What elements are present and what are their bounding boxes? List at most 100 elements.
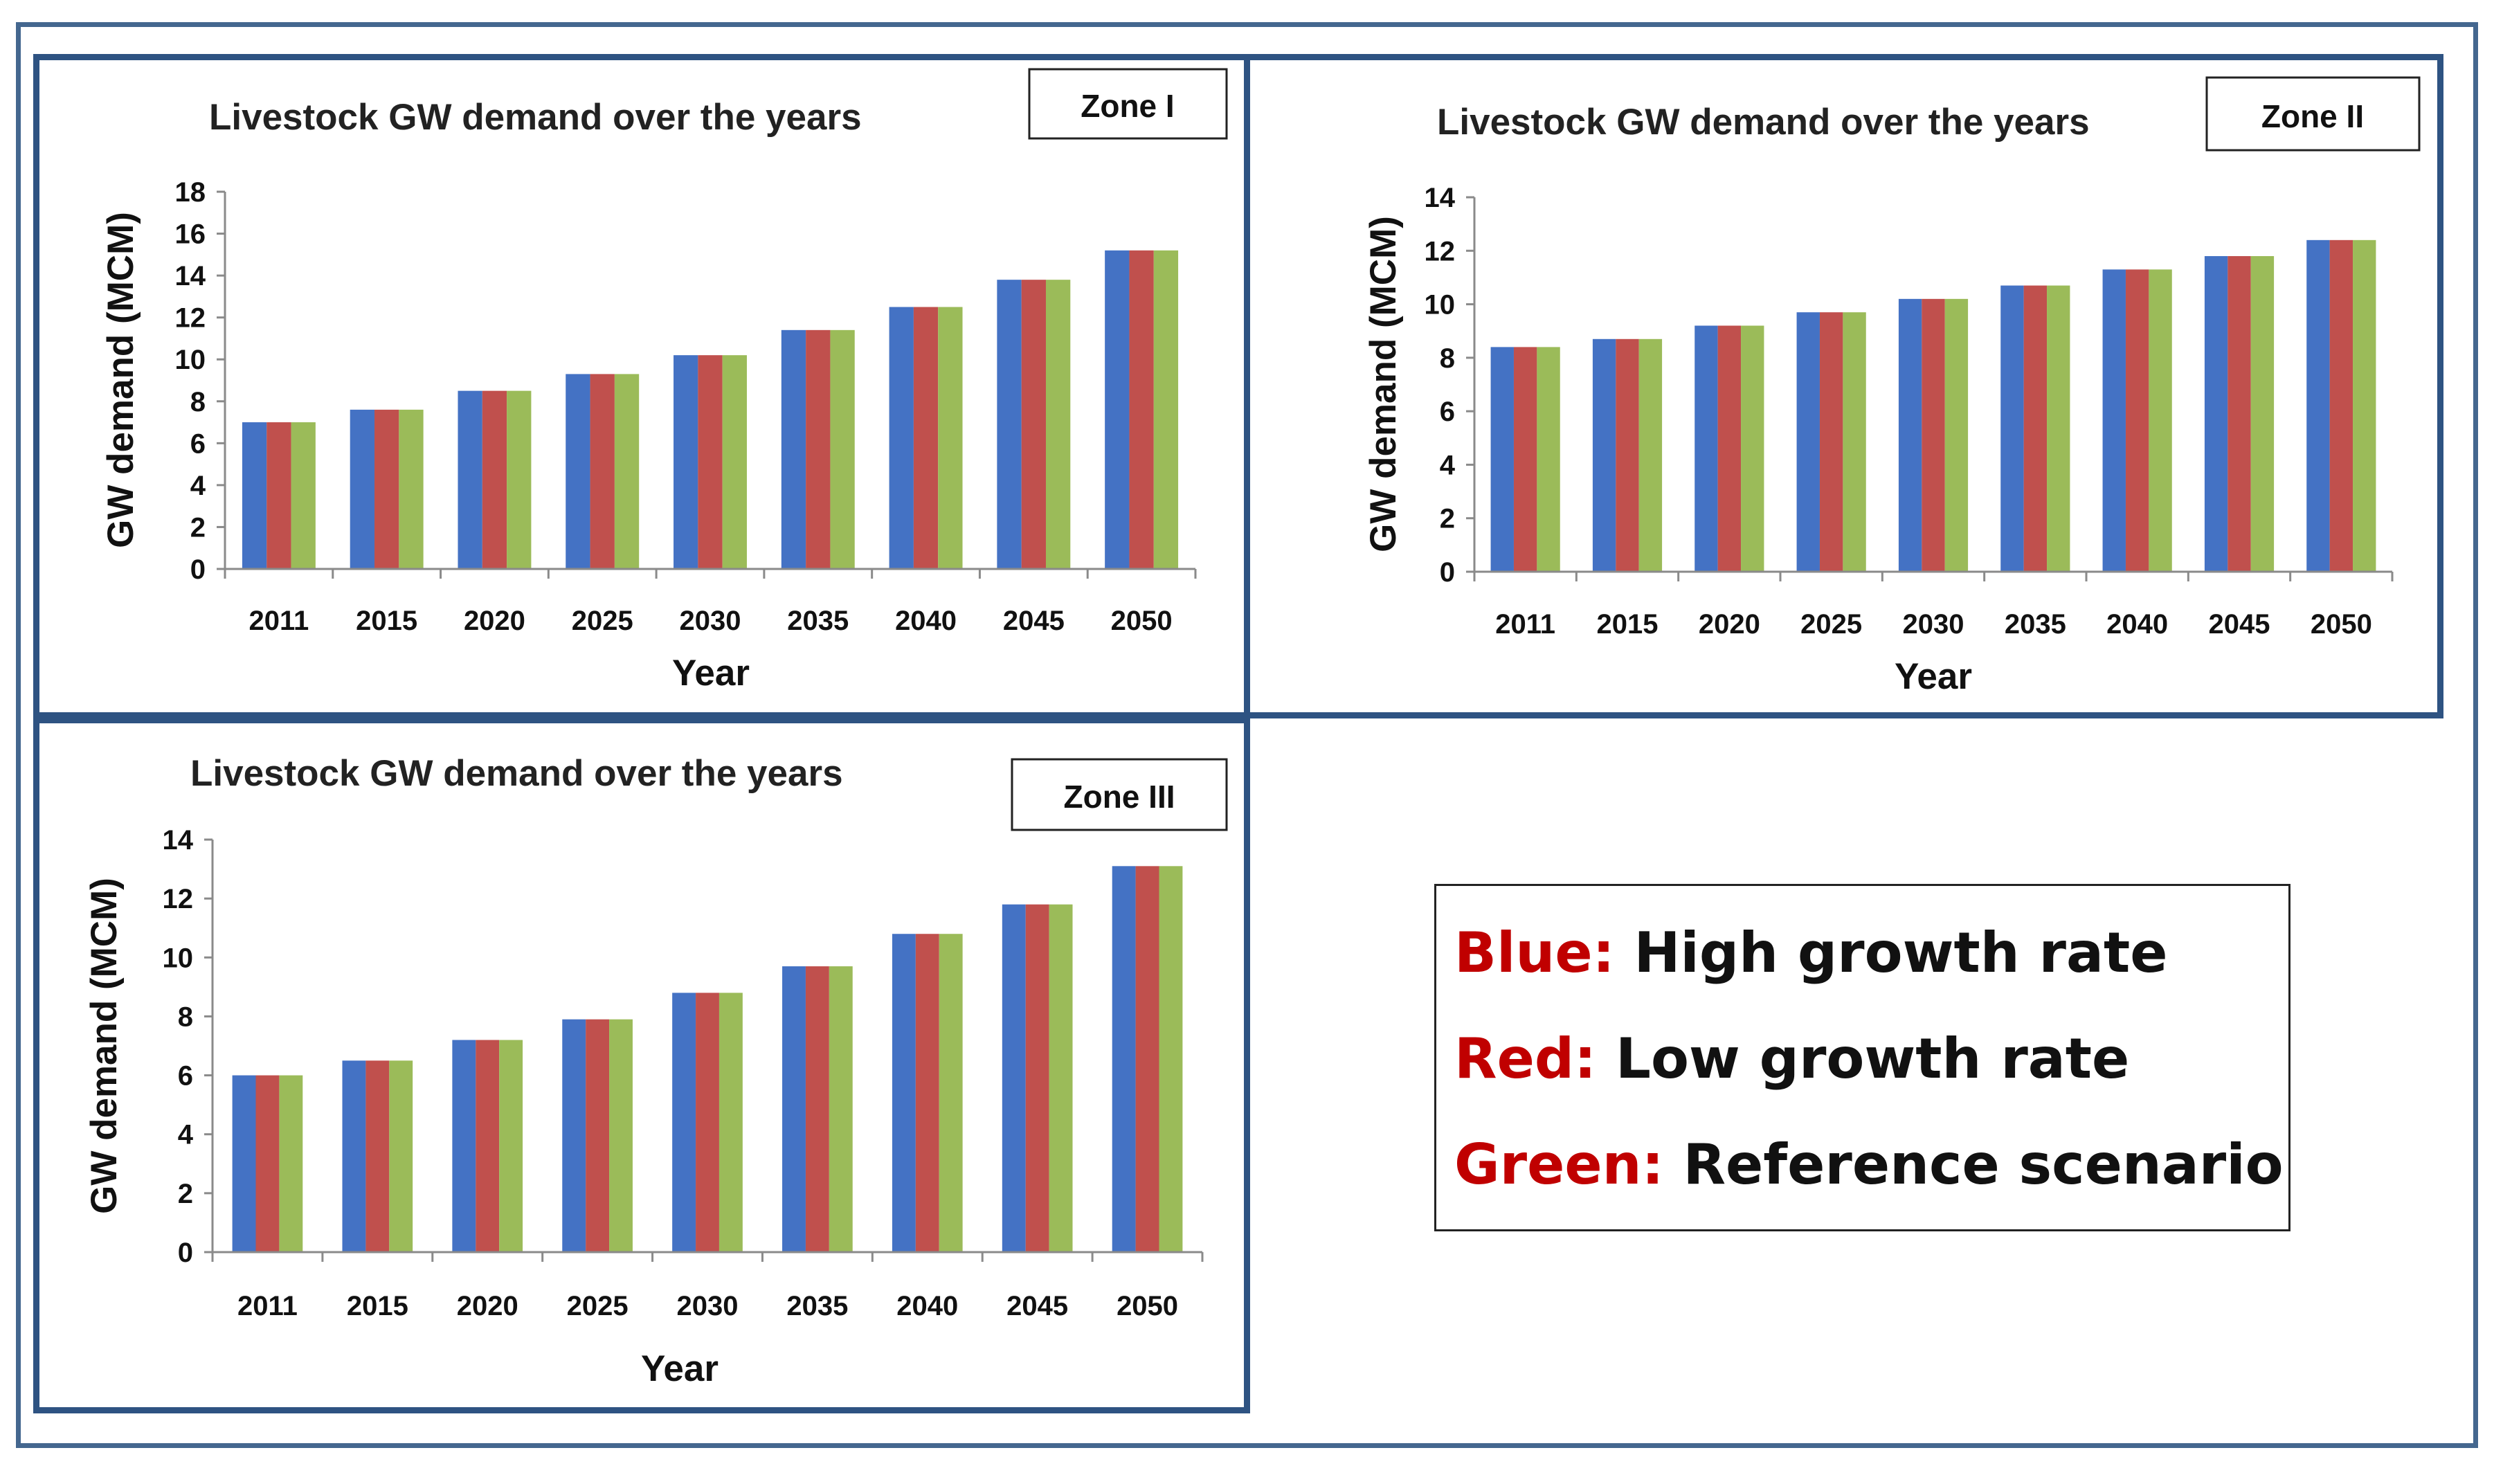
bar-low-growth-rate-2045 xyxy=(1021,280,1046,569)
x-tick-label: 2020 xyxy=(457,1291,518,1321)
y-tick-label: 2 xyxy=(190,512,206,543)
bar-low-growth-rate-2035 xyxy=(806,329,831,569)
x-tick-label: 2050 xyxy=(1111,606,1173,636)
bar-low-growth-rate-2035 xyxy=(2023,285,2048,572)
y-tick-label: 10 xyxy=(163,943,194,973)
bar-high-growth-rate-2040 xyxy=(892,934,916,1252)
chart-panel-zone-1: Livestock GW demand over the years Zone I… xyxy=(33,54,1250,718)
legend-item-high-growth: Blue: High growth rate xyxy=(1454,921,2167,985)
bar-low-growth-rate-2011 xyxy=(266,422,291,569)
bar-high-growth-rate-2020 xyxy=(452,1040,476,1252)
x-tick-label: 2050 xyxy=(1117,1291,1178,1321)
x-tick-label: 2030 xyxy=(677,1291,739,1321)
bar-high-growth-rate-2030 xyxy=(672,993,696,1252)
y-tick-label: 10 xyxy=(175,345,206,375)
chart-title: Livestock GW demand over the years xyxy=(190,753,843,794)
bar-low-growth-rate-2030 xyxy=(1922,298,1945,572)
bar-high-growth-rate-2015 xyxy=(342,1060,366,1252)
y-tick-label: 4 xyxy=(178,1120,194,1150)
bar-low-growth-rate-2020 xyxy=(476,1040,500,1252)
bar-high-growth-rate-2025 xyxy=(566,374,590,569)
bar-low-growth-rate-2035 xyxy=(805,966,829,1252)
zone-label-box xyxy=(1011,758,1228,831)
bar-reference-scenario-2040 xyxy=(939,934,963,1252)
y-tick-label: 8 xyxy=(178,1002,193,1032)
bar-reference-scenario-2050 xyxy=(1159,866,1183,1252)
bar-reference-scenario-2040 xyxy=(2149,269,2172,572)
y-tick-label: 0 xyxy=(178,1238,193,1268)
zone-label: Zone I xyxy=(1081,88,1174,124)
legend-item-reference: Green: Reference scenario xyxy=(1454,1132,2284,1197)
bar-reference-scenario-2025 xyxy=(609,1019,633,1252)
x-tick-label: 2011 xyxy=(249,606,309,636)
legend-desc-low-growth: Low growth rate xyxy=(1615,1026,2130,1091)
legend-desc-high-growth: High growth rate xyxy=(1634,921,2168,985)
y-tick-label: 12 xyxy=(163,884,194,914)
x-axis-label: Year xyxy=(1895,656,1972,697)
bar-high-growth-rate-2050 xyxy=(2306,239,2330,572)
y-tick-label: 4 xyxy=(1440,450,1456,480)
bar-low-growth-rate-2030 xyxy=(698,355,723,569)
x-tick-label: 2045 xyxy=(1006,1291,1068,1321)
bar-reference-scenario-2030 xyxy=(722,355,747,569)
bar-reference-scenario-2025 xyxy=(1843,312,1866,572)
bar-reference-scenario-2050 xyxy=(2353,239,2376,572)
zone-label-box xyxy=(1028,68,1228,140)
x-tick-label: 2011 xyxy=(237,1291,298,1321)
bar-low-growth-rate-2011 xyxy=(1513,347,1537,572)
bar-reference-scenario-2011 xyxy=(1537,347,1560,572)
bar-reference-scenario-2045 xyxy=(1049,904,1073,1252)
bar-reference-scenario-2030 xyxy=(1944,298,1969,572)
bar-low-growth-rate-2030 xyxy=(696,993,719,1252)
bar-reference-scenario-2015 xyxy=(1638,338,1663,572)
bar-low-growth-rate-2050 xyxy=(1135,866,1159,1252)
bar-high-growth-rate-2050 xyxy=(1105,250,1130,569)
bar-low-growth-rate-2040 xyxy=(2125,269,2149,572)
chart-zone-3: Livestock GW demand over the years Zone I… xyxy=(84,753,1228,1389)
chart-panel-zone-2: Livestock GW demand over the years Zone I… xyxy=(1244,54,2443,718)
y-tick-label: 12 xyxy=(175,303,206,334)
chart-panel-zone-3: Livestock GW demand over the years Zone I… xyxy=(33,717,1250,1413)
bar-low-growth-rate-2011 xyxy=(255,1075,280,1252)
x-tick-label: 2020 xyxy=(464,606,525,636)
bar-reference-scenario-2025 xyxy=(614,374,640,569)
bar-low-growth-rate-2015 xyxy=(374,409,399,569)
bar-low-growth-rate-2025 xyxy=(1819,312,1843,572)
bar-low-growth-rate-2045 xyxy=(1025,904,1049,1252)
bar-reference-scenario-2011 xyxy=(279,1075,303,1252)
bar-low-growth-rate-2050 xyxy=(1129,250,1154,569)
bar-reference-scenario-2050 xyxy=(1153,250,1179,569)
bar-reference-scenario-2015 xyxy=(399,409,424,569)
x-tick-label: 2015 xyxy=(356,606,417,636)
x-tick-label: 2015 xyxy=(1597,609,1659,640)
bar-low-growth-rate-2020 xyxy=(1717,325,1742,572)
x-tick-label: 2015 xyxy=(347,1291,408,1321)
bar-reference-scenario-2011 xyxy=(291,422,316,569)
y-tick-label: 0 xyxy=(1440,557,1455,588)
chart-title: Livestock GW demand over the years xyxy=(1437,102,2090,143)
bar-high-growth-rate-2045 xyxy=(997,280,1022,569)
legend-key-blue: Blue: xyxy=(1454,921,1615,985)
bar-high-growth-rate-2045 xyxy=(1002,904,1026,1252)
y-tick-label: 6 xyxy=(190,428,206,459)
x-tick-label: 2020 xyxy=(1699,609,1760,640)
y-tick-label: 10 xyxy=(1425,290,1456,320)
bar-high-growth-rate-2040 xyxy=(2102,269,2126,572)
x-tick-label: 2040 xyxy=(2106,609,2168,640)
bar-high-growth-rate-2020 xyxy=(458,390,482,569)
x-tick-label: 2025 xyxy=(572,606,633,636)
x-tick-label: 2035 xyxy=(2005,609,2066,640)
bar-low-growth-rate-2040 xyxy=(915,934,939,1252)
bar-reference-scenario-2040 xyxy=(938,307,963,569)
y-tick-label: 14 xyxy=(175,261,206,291)
x-tick-label: 2025 xyxy=(567,1291,629,1321)
x-tick-label: 2050 xyxy=(2311,609,2372,640)
bar-high-growth-rate-2025 xyxy=(562,1019,586,1252)
x-tick-label: 2035 xyxy=(787,606,849,636)
y-axis-label: GW demand (MCM) xyxy=(1363,216,1404,552)
bar-low-growth-rate-2020 xyxy=(482,390,507,569)
bar-high-growth-rate-2040 xyxy=(889,307,914,569)
y-tick-label: 6 xyxy=(178,1061,193,1092)
bar-reference-scenario-2045 xyxy=(2250,256,2275,572)
bar-high-growth-rate-2035 xyxy=(782,966,806,1252)
